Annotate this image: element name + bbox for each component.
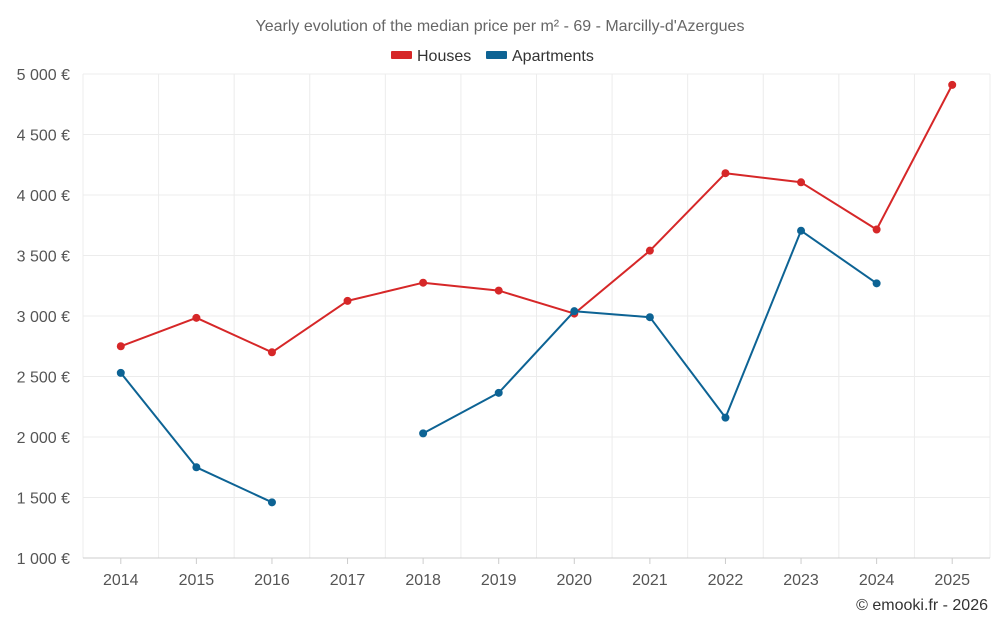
y-tick-label: 4 000 € <box>17 188 70 205</box>
legend: Houses Apartments <box>391 48 594 65</box>
legend-label-houses: Houses <box>417 48 471 65</box>
legend-item-houses[interactable]: Houses <box>391 48 471 65</box>
credit-text: © emooki.fr - 2026 <box>856 597 988 614</box>
y-tick-label: 3 500 € <box>17 249 70 266</box>
data-point-houses-2016[interactable] <box>267 348 276 357</box>
y-tick-label: 3 000 € <box>17 309 70 326</box>
data-point-houses-2018[interactable] <box>419 278 428 287</box>
data-point-apartments-2018[interactable] <box>419 429 428 438</box>
data-point-apartments-2016[interactable] <box>267 498 276 507</box>
data-point-houses-2025[interactable] <box>948 80 957 89</box>
x-tick-label: 2014 <box>103 572 139 589</box>
x-tick-label: 2025 <box>934 572 970 589</box>
data-point-apartments-2015[interactable] <box>192 463 201 472</box>
chart-title: Yearly evolution of the median price per… <box>256 18 745 35</box>
series-apartments <box>116 226 881 507</box>
legend-label-apartments: Apartments <box>512 48 594 65</box>
y-tick-label: 2 000 € <box>17 430 70 447</box>
data-point-houses-2022[interactable] <box>721 169 730 178</box>
data-point-houses-2017[interactable] <box>343 296 352 305</box>
y-tick-label: 4 500 € <box>17 128 70 145</box>
x-tick-label: 2018 <box>405 572 441 589</box>
y-tick-label: 5 000 € <box>17 67 70 84</box>
data-point-houses-2021[interactable] <box>645 246 654 255</box>
data-point-houses-2023[interactable] <box>797 178 806 187</box>
data-point-apartments-2023[interactable] <box>797 226 806 235</box>
series-houses <box>116 80 957 357</box>
data-point-houses-2014[interactable] <box>116 342 125 351</box>
data-point-apartments-2021[interactable] <box>645 313 654 322</box>
x-tick-label: 2019 <box>481 572 517 589</box>
series-line-houses <box>119 83 954 354</box>
y-tick-label: 1 500 € <box>17 491 70 508</box>
y-axis: 1 000 € 1 500 € 2 000 € 2 500 € 3 000 € 3 500… <box>17 67 70 568</box>
data-point-houses-2019[interactable] <box>494 286 503 295</box>
x-tick-label: 2016 <box>254 572 290 589</box>
series-line-apartments <box>119 371 273 504</box>
x-tick-label: 2024 <box>859 572 895 589</box>
series <box>116 80 957 507</box>
data-point-apartments-2014[interactable] <box>116 368 125 377</box>
series-line-apartments <box>422 229 878 435</box>
x-tick-label: 2017 <box>330 572 366 589</box>
x-tick-label: 2023 <box>783 572 819 589</box>
data-point-houses-2024[interactable] <box>872 225 881 234</box>
legend-item-apartments[interactable]: Apartments <box>486 48 594 65</box>
legend-swatch-houses <box>391 51 412 59</box>
x-tick-label: 2015 <box>179 572 215 589</box>
y-tick-label: 2 500 € <box>17 370 70 387</box>
data-point-apartments-2020[interactable] <box>570 307 579 316</box>
x-axis: 2014 2015 2016 2017 2018 2019 2020 2021 2022 2023… <box>83 557 990 589</box>
y-tick-label: 1 000 € <box>17 551 70 568</box>
grid <box>82 73 991 558</box>
data-point-houses-2015[interactable] <box>192 313 201 322</box>
x-tick-label: 2020 <box>556 572 592 589</box>
legend-swatch-apartments <box>486 51 507 59</box>
data-point-apartments-2022[interactable] <box>721 413 730 422</box>
data-point-apartments-2024[interactable] <box>872 279 881 288</box>
x-tick-label: 2021 <box>632 572 668 589</box>
x-tick-label: 2022 <box>708 572 744 589</box>
data-point-apartments-2019[interactable] <box>494 388 503 397</box>
